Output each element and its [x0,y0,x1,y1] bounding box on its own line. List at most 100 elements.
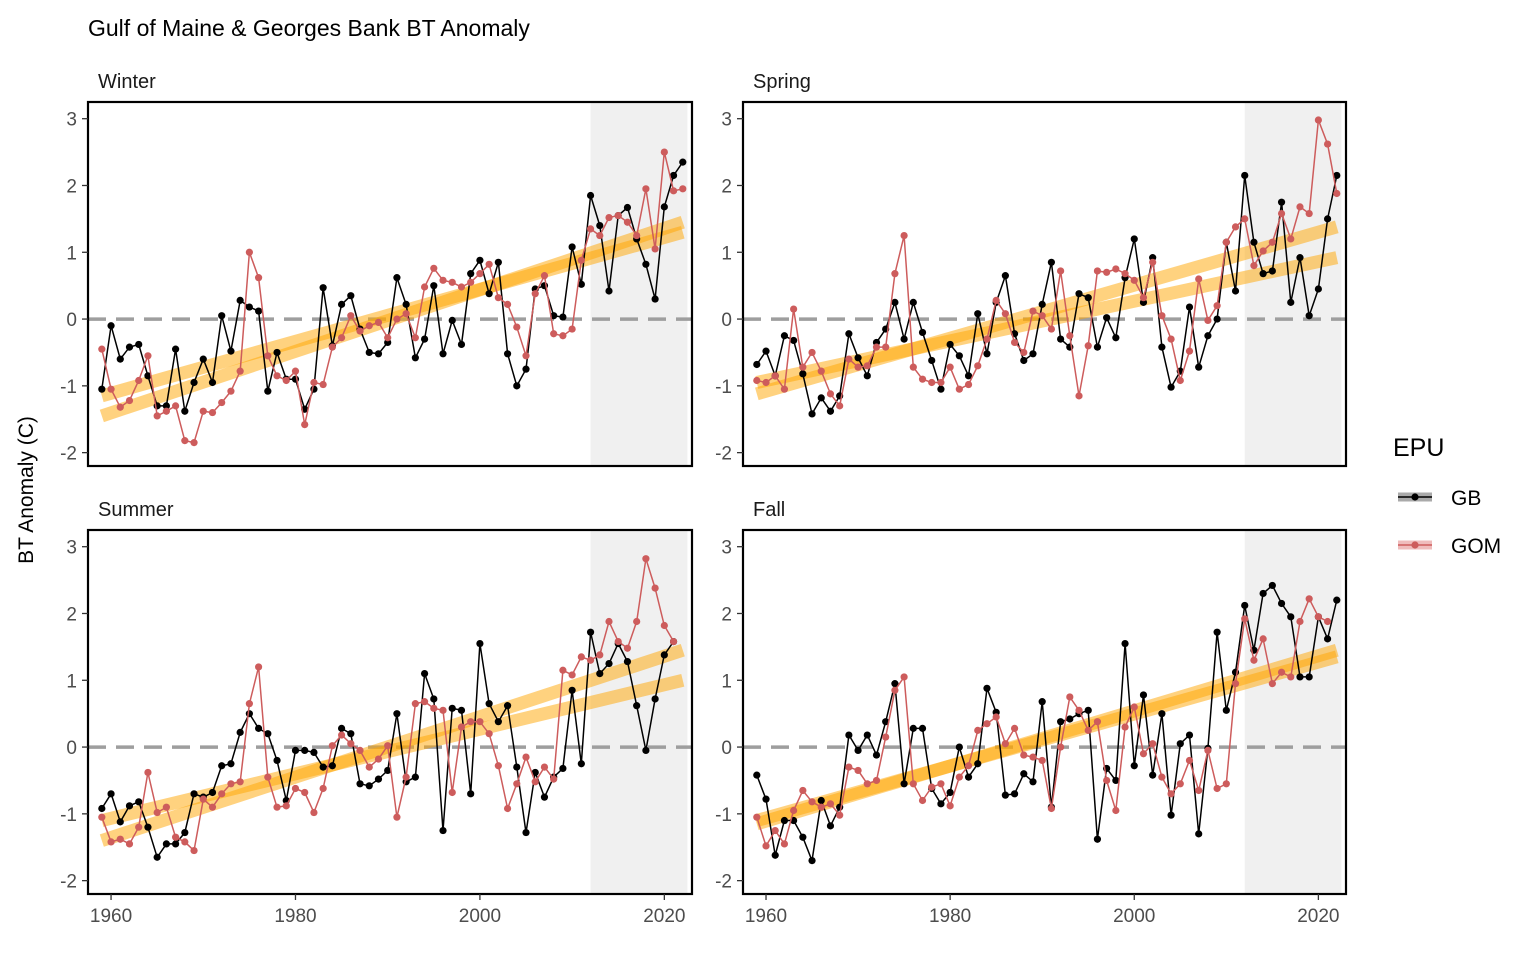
data-point-gb [909,724,917,732]
data-point-gom [540,272,549,280]
data-point-gb [1277,198,1286,206]
data-point-gom [1084,726,1092,734]
data-point-gom [402,773,410,781]
data-point-gom [1277,668,1286,676]
data-point-gom [153,808,161,817]
data-point-gb [817,394,825,402]
data-point-gom [1185,756,1194,765]
data-point-gb [1093,835,1102,843]
data-point-gom [208,803,217,811]
data-point-gb [1268,581,1276,590]
data-point-gb [1268,267,1276,275]
data-point-gom [116,403,124,411]
data-point-gb [1029,350,1037,358]
data-point-gb [411,354,419,362]
y-axis-label: BT Anomaly (C) [15,416,38,564]
data-point-gom [430,264,438,272]
data-point-gom [107,385,115,393]
data-point-gb [1195,363,1203,371]
data-point-gb [586,191,595,200]
data-point-gom [559,332,567,340]
data-point-gb [1103,314,1111,322]
data-point-gb [402,300,410,308]
series-line-gb [756,175,1338,416]
data-point-gom [974,362,982,370]
data-point-gom [660,148,668,156]
data-point-gom [107,838,115,846]
data-point-gom [1130,703,1138,711]
data-point-gb [1093,343,1102,351]
data-point-gb [983,350,991,358]
data-point-gom [1176,376,1184,385]
data-point-gom [125,396,134,405]
data-point-gom [162,407,170,415]
data-point-gb [762,795,770,803]
data-point-gom [642,555,650,563]
data-point-gb [623,203,632,212]
data-point-gb [1057,718,1065,726]
data-point-gom [614,637,622,646]
data-point-gom [208,408,217,417]
data-point-gom [559,666,567,674]
data-point-gb [1305,312,1313,320]
data-point-gom [937,378,945,387]
data-point-gom [1047,804,1056,813]
panel-plot-area [743,102,1346,466]
data-point-gb [577,760,585,768]
data-point-gom [494,762,502,770]
data-point-gom [98,813,106,821]
data-point-gom [946,363,954,371]
x-tick-label: 1960 [90,906,132,927]
data-point-gb [790,336,798,345]
data-point-gom [1057,743,1065,751]
data-point-gom [992,296,1000,304]
data-point-gom [633,617,641,626]
data-point-gom [1093,267,1102,275]
data-point-gom [402,310,410,318]
data-point-gb [1029,778,1037,786]
data-point-gom [282,802,290,810]
data-point-gb [1323,635,1332,643]
data-point-gom [623,218,632,226]
y-tick-label: -1 [715,805,732,826]
data-point-gb [337,724,346,732]
data-point-gom [836,402,844,410]
data-point-gb [1001,272,1009,280]
data-point-gom [365,322,373,330]
data-point-gom [1333,189,1341,198]
data-point-gb [937,385,945,393]
data-point-gb [605,287,613,295]
data-point-gb [125,343,134,351]
y-tick-label: 0 [721,738,732,759]
data-point-gb [457,340,466,349]
data-point-gom [974,726,982,734]
y-tick-label: 3 [66,110,77,131]
data-point-gb [918,328,927,337]
data-point-gom [1213,302,1221,310]
recent-period-shade [1244,102,1342,466]
data-point-gom [753,813,761,821]
y-tick-label: 2 [721,176,732,197]
data-point-gb [476,639,484,648]
data-point-gb [1084,294,1092,302]
data-point-gom [1139,750,1148,758]
data-point-gom [1029,307,1037,315]
y-tick-label: 3 [721,538,732,559]
data-point-gom [1231,223,1240,231]
data-point-gom [374,755,383,763]
data-point-gom [863,780,871,788]
data-point-gom [291,367,300,375]
data-point-gom [135,823,143,831]
data-point-gom [531,778,539,786]
data-point-gb [845,330,853,338]
data-point-gom [393,813,401,821]
data-point-gb [310,748,318,757]
data-point-gom [522,753,530,761]
data-point-gom [900,231,908,240]
data-point-gom [420,698,429,706]
panel-plot-area [88,102,692,466]
data-point-gb [208,788,217,797]
data-point-gb [227,760,235,768]
data-point-gom [430,704,438,712]
